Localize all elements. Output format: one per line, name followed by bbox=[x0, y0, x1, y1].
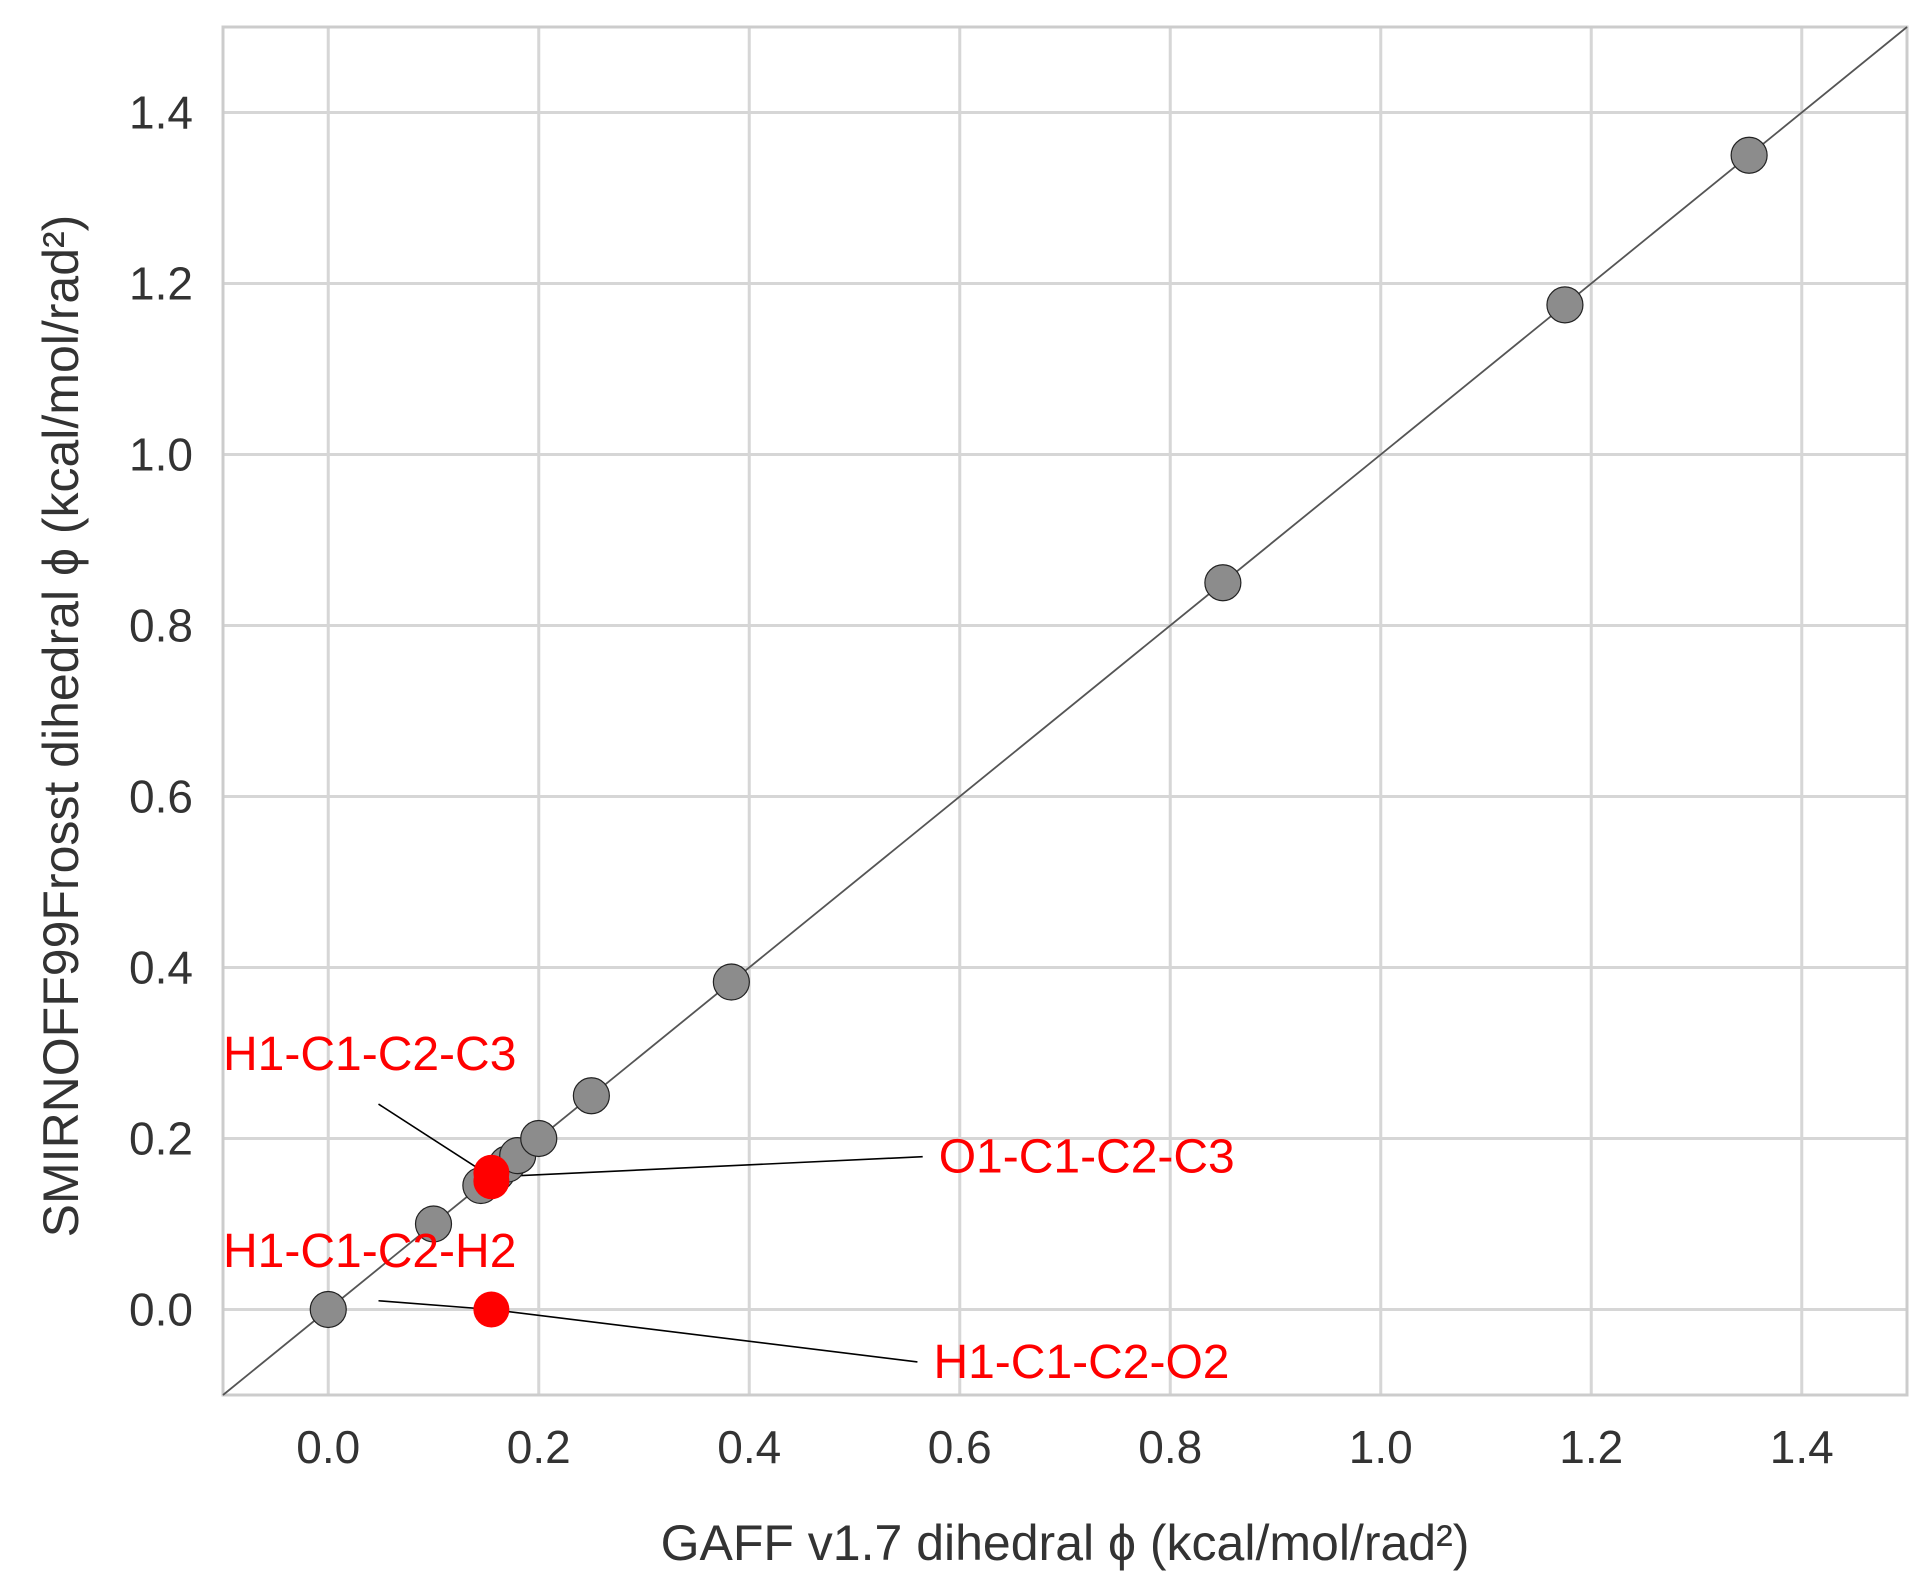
data-point bbox=[1204, 564, 1242, 602]
annotation-label: H1-C1-C2-H2 bbox=[223, 1225, 516, 1278]
x-tick-label: 0.4 bbox=[717, 1421, 781, 1473]
data-points bbox=[309, 136, 1768, 1329]
x-tick-label: 0.8 bbox=[1138, 1421, 1202, 1473]
plot-frame bbox=[221, 25, 1909, 1397]
data-point bbox=[309, 1290, 347, 1329]
y-axis-label: SMIRNOFF99Frosst dihedral ϕ (kcal/mol/ra… bbox=[33, 215, 89, 1238]
annotation-leader-line bbox=[378, 1103, 492, 1178]
y-tick-label: 1.4 bbox=[129, 87, 193, 139]
highlighted-data-point bbox=[473, 1291, 510, 1328]
x-axis-ticks: 0.0 0.2 0.4 0.6 0.8 1.0 1.2 1.4 bbox=[296, 1421, 1833, 1473]
x-tick-label: 0.0 bbox=[296, 1421, 360, 1473]
data-point bbox=[1730, 136, 1768, 174]
data-point bbox=[1546, 286, 1584, 324]
highlighted-data-point bbox=[473, 1163, 510, 1200]
y-tick-label: 0.0 bbox=[129, 1284, 193, 1336]
annotation-label: H1-C1-C2-C3 bbox=[223, 1028, 516, 1081]
data-point bbox=[520, 1119, 558, 1158]
data-point bbox=[572, 1077, 610, 1115]
annotation-labels: H1-C1-C2-C3 O1-C1-C2-C3 H1-C1-C2-H2 H1-C1-C… bbox=[223, 1028, 1235, 1389]
annotation-leader-line bbox=[378, 1299, 492, 1311]
y-tick-label: 1.2 bbox=[129, 258, 193, 310]
y-tick-label: 0.8 bbox=[129, 600, 193, 652]
y-tick-label: 0.6 bbox=[129, 771, 193, 823]
annotation-label: H1-C1-C2-O2 bbox=[933, 1336, 1229, 1389]
x-tick-label: 0.6 bbox=[928, 1421, 992, 1473]
y-axis-ticks: 0.0 0.2 0.4 0.6 0.8 1.0 1.2 1.4 bbox=[129, 87, 193, 1336]
data-point bbox=[414, 1205, 453, 1243]
y-tick-label: 1.0 bbox=[129, 429, 193, 481]
y-tick-label: 0.2 bbox=[129, 1113, 193, 1165]
annotation-leader-line bbox=[491, 1308, 918, 1363]
annotation-leader-lines bbox=[378, 1103, 923, 1363]
x-tick-label: 1.2 bbox=[1559, 1421, 1623, 1473]
data-point bbox=[712, 963, 750, 1001]
annotation-label: O1-C1-C2-C3 bbox=[939, 1131, 1235, 1184]
y-tick-label: 0.4 bbox=[129, 942, 193, 994]
x-axis-label: GAFF v1.7 dihedral ϕ (kcal/mol/rad²) bbox=[661, 1515, 1470, 1571]
annotation-leader-line bbox=[491, 1155, 923, 1178]
x-tick-label: 0.2 bbox=[507, 1421, 571, 1473]
grid-lines bbox=[223, 27, 1907, 1395]
x-tick-label: 1.4 bbox=[1770, 1421, 1834, 1473]
x-tick-label: 1.0 bbox=[1349, 1421, 1413, 1473]
